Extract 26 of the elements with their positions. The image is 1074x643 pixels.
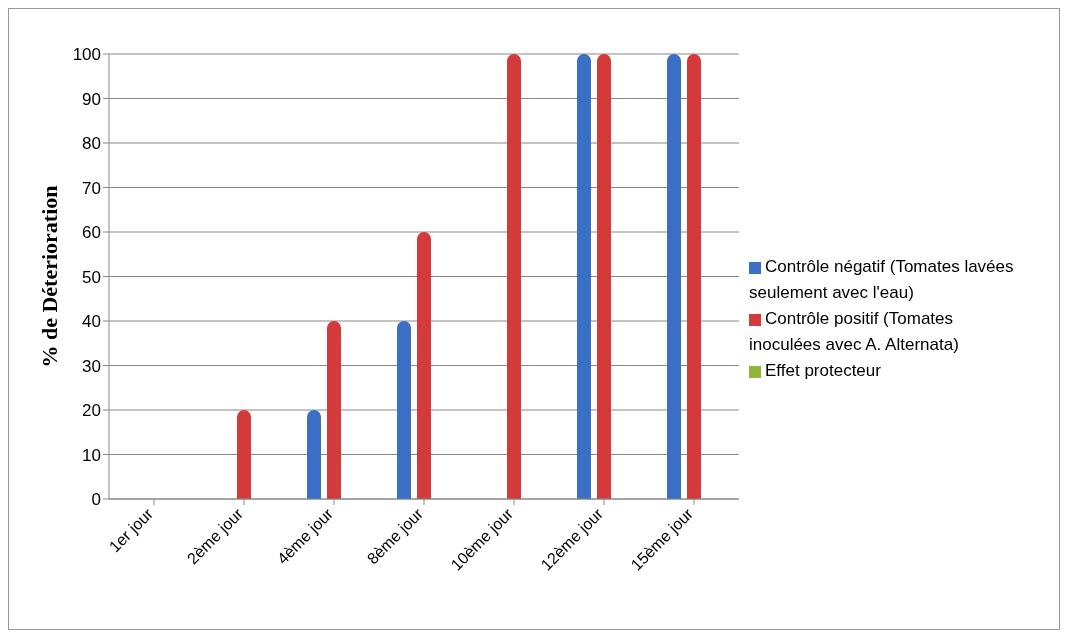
bar xyxy=(417,232,431,499)
bar xyxy=(597,54,611,499)
y-tick-label: 70 xyxy=(82,178,101,198)
bar xyxy=(237,410,251,499)
legend-label: Contrôle négatif (Tomates lavées seulement avec l'eau) xyxy=(749,257,1014,302)
bar xyxy=(507,54,521,499)
y-tick-label: 40 xyxy=(82,312,101,332)
y-tick-label: 90 xyxy=(82,89,101,109)
y-axis-title: % de Déterioration xyxy=(36,185,62,368)
y-tick-label: 60 xyxy=(82,223,101,243)
y-tick-label: 0 xyxy=(91,490,101,510)
bar xyxy=(577,54,591,499)
bar xyxy=(397,321,411,499)
y-tick-label: 50 xyxy=(82,267,101,287)
bar xyxy=(667,54,681,499)
legend-label: Effet protecteur xyxy=(765,361,881,380)
y-tick-label: 30 xyxy=(82,356,101,376)
y-tick-label: 10 xyxy=(82,445,101,465)
bar xyxy=(327,321,341,499)
legend-label: Contrôle positif (Tomates inoculées avec A. Alternata) xyxy=(749,309,959,354)
y-tick-label: 80 xyxy=(82,134,101,154)
y-tick-label: 20 xyxy=(82,401,101,421)
bar xyxy=(307,410,321,499)
bar xyxy=(687,54,701,499)
y-tick-label: 100 xyxy=(72,45,101,65)
x-tick-label: 1er jour xyxy=(105,504,157,556)
